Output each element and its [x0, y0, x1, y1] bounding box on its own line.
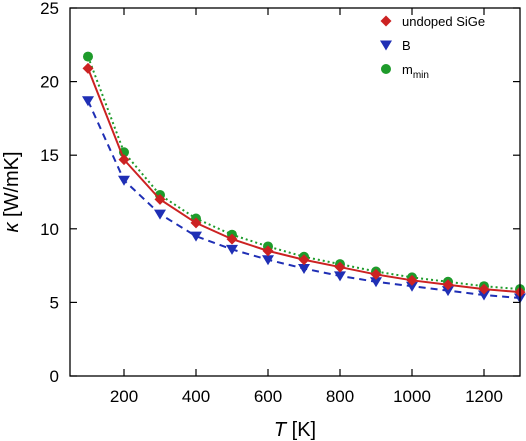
y-tick-label: 15 — [40, 146, 59, 165]
data-point — [154, 209, 166, 220]
x-tick-label: 800 — [326, 387, 354, 406]
y-tick-label: 5 — [50, 293, 59, 312]
data-point — [478, 283, 490, 295]
x-tick-label: 400 — [182, 387, 210, 406]
data-point — [298, 254, 310, 266]
y-tick-label: 20 — [40, 73, 59, 92]
y-axis-label: κ [W/mK] — [1, 151, 23, 232]
x-tick-label: 600 — [254, 387, 282, 406]
data-point — [118, 154, 130, 166]
data-point — [370, 277, 382, 288]
legend-label: undoped SiGe — [402, 14, 485, 29]
y-tick-label: 10 — [40, 220, 59, 239]
data-point — [298, 264, 310, 275]
series-layer — [82, 51, 526, 304]
series-1 — [82, 62, 526, 298]
legend-marker — [381, 64, 391, 74]
data-point — [262, 255, 274, 266]
series-2 — [82, 96, 526, 304]
data-point — [406, 281, 418, 292]
data-point — [190, 217, 202, 229]
data-point — [226, 244, 238, 255]
data-point — [226, 233, 238, 245]
legend-marker — [380, 40, 392, 51]
legend-item: undoped SiGe — [380, 14, 485, 29]
data-point — [334, 271, 346, 282]
legend-item: mmin — [381, 62, 429, 81]
data-point — [262, 245, 274, 257]
legend-item: B — [380, 38, 411, 53]
data-point — [442, 286, 454, 297]
plot-frame — [69, 7, 521, 377]
x-tick-label: 1200 — [465, 387, 503, 406]
data-point — [478, 290, 490, 301]
x-tick-label: 1000 — [393, 387, 431, 406]
x-axis-label: T [K] — [274, 419, 316, 441]
y-tick-label: 0 — [50, 367, 59, 386]
legend-marker — [380, 15, 392, 27]
data-point — [370, 268, 382, 280]
data-point — [154, 193, 166, 205]
data-point — [83, 51, 93, 62]
data-point — [82, 62, 94, 74]
data-point — [118, 175, 130, 186]
data-point — [190, 231, 202, 242]
legend-label: mmin — [402, 62, 429, 81]
y-tick-label: 25 — [40, 0, 59, 18]
data-point — [406, 274, 418, 286]
data-point — [442, 279, 454, 291]
x-tick-label: 200 — [110, 387, 138, 406]
data-point — [82, 96, 94, 107]
legend-label: B — [402, 38, 411, 53]
data-point — [334, 261, 346, 273]
tick-layer: 200 400 600 800 1000 1200 0 5 10 15 20 25 — [40, 0, 520, 406]
